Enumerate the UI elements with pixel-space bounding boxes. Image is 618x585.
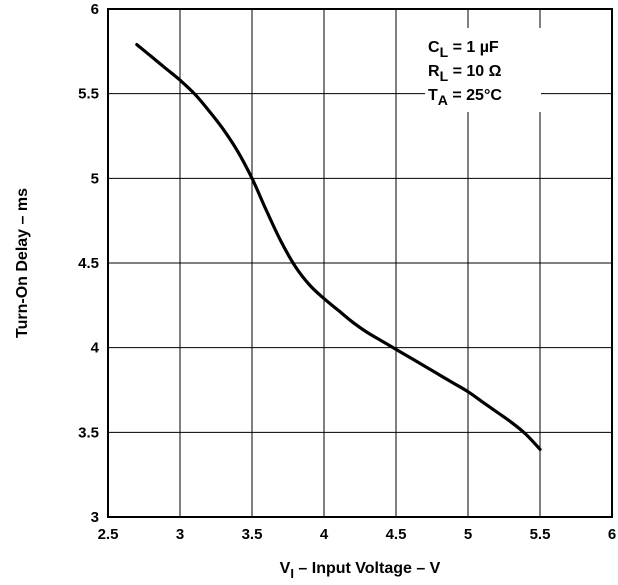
x-tick-label: 4 xyxy=(320,526,329,543)
x-axis-title-subscript: I xyxy=(290,566,294,581)
condition-symbol: T xyxy=(428,87,438,104)
condition-subscript: L xyxy=(440,68,449,84)
y-tick-label: 3 xyxy=(91,509,99,526)
x-axis-title-rest: – Input Voltage – V xyxy=(294,560,441,577)
y-tick-label: 4 xyxy=(91,340,100,357)
condition-line: CL = 1 µF xyxy=(428,39,499,60)
x-tick-label: 3 xyxy=(176,526,184,543)
condition-line: RL = 10 Ω xyxy=(428,63,502,84)
x-tick-label: 5.5 xyxy=(530,526,551,543)
x-tick-label: 6 xyxy=(608,526,616,543)
x-tick-labels: 2.5 3 3.5 4 4.5 5 5.5 6 xyxy=(98,526,617,543)
condition-symbol: C xyxy=(428,39,440,56)
series-line xyxy=(135,43,542,451)
condition-value: = 1 µF xyxy=(448,39,499,56)
x-tick-label: 3.5 xyxy=(242,526,263,543)
condition-line: TA = 25°C xyxy=(428,87,502,108)
x-axis-title: VI – Input Voltage – V xyxy=(280,560,441,581)
conditions-box: CL = 1 µF RL = 10 Ω TA = 25°C xyxy=(425,28,541,112)
conditions-background xyxy=(425,28,541,112)
condition-subscript: L xyxy=(440,44,449,60)
y-tick-label: 5.5 xyxy=(78,86,99,103)
y-tick-label: 6 xyxy=(91,1,99,18)
x-axis-title-symbol: V xyxy=(280,560,291,577)
y-tick-labels: 3 3.5 4 4.5 5 5.5 6 xyxy=(78,1,100,526)
x-tick-label: 2.5 xyxy=(98,526,119,543)
condition-value: = 10 Ω xyxy=(448,63,501,80)
y-tick-label: 3.5 xyxy=(78,424,99,441)
y-tick-label: 4.5 xyxy=(78,255,99,272)
y-tick-label: 5 xyxy=(91,170,99,187)
plot-frame xyxy=(107,8,613,518)
condition-subscript: A xyxy=(438,92,448,108)
y-axis-title: Turn-On Delay – ms xyxy=(14,188,31,338)
x-tick-label: 5 xyxy=(464,526,472,543)
x-tick-label: 4.5 xyxy=(386,526,407,543)
condition-symbol: R xyxy=(428,63,440,80)
condition-value: = 25°C xyxy=(448,87,502,104)
